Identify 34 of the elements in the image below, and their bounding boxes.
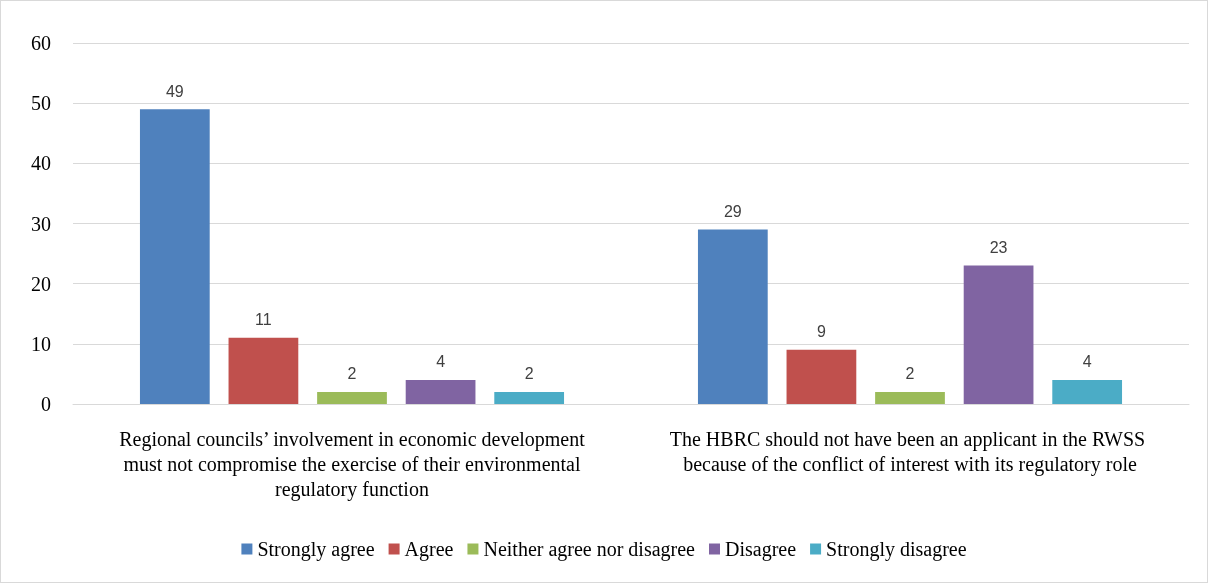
y-tick-label: 20 [31, 272, 51, 295]
bar [1052, 379, 1123, 404]
y-tick-label: 60 [31, 32, 51, 54]
bar [139, 109, 210, 404]
data-label: 29 [723, 203, 742, 221]
data-label: 23 [989, 239, 1008, 257]
bar [494, 391, 565, 404]
x-tick-label: The HBRC should not have been an applicant in the RWSS because of the conflict of interest with its regulatory role [669, 427, 1151, 476]
data-label: 49 [165, 82, 184, 100]
x-tick-label: Regional councils’ involvement in economic development must not compromise the exercise of their environmental regulatory function [118, 427, 586, 501]
data-label: 2 [524, 365, 534, 383]
legend-label: Agree [404, 538, 454, 561]
bar [963, 265, 1034, 404]
legend-label: Strongly disagree [826, 538, 967, 561]
data-label: 9 [816, 323, 826, 341]
bar [228, 337, 299, 404]
legend-label: Neither agree nor disagree [483, 538, 696, 561]
y-tick-label: 40 [31, 152, 51, 175]
data-label: 11 [255, 311, 272, 329]
y-tick-label: 50 [31, 92, 51, 115]
data-label: 2 [347, 365, 357, 383]
data-label: 2 [905, 365, 915, 383]
bar [405, 379, 476, 404]
y-tick-label: 0 [41, 393, 51, 415]
data-label: 4 [1082, 353, 1092, 371]
bar [875, 391, 945, 404]
y-tick-label: 10 [31, 332, 51, 355]
bar [697, 229, 768, 404]
data-label: 4 [436, 353, 446, 371]
legend-label: Strongly agree [257, 538, 375, 561]
bar [786, 349, 857, 404]
bar [317, 391, 387, 404]
y-tick-label: 30 [31, 212, 51, 235]
legend-label: Disagree [725, 538, 797, 561]
